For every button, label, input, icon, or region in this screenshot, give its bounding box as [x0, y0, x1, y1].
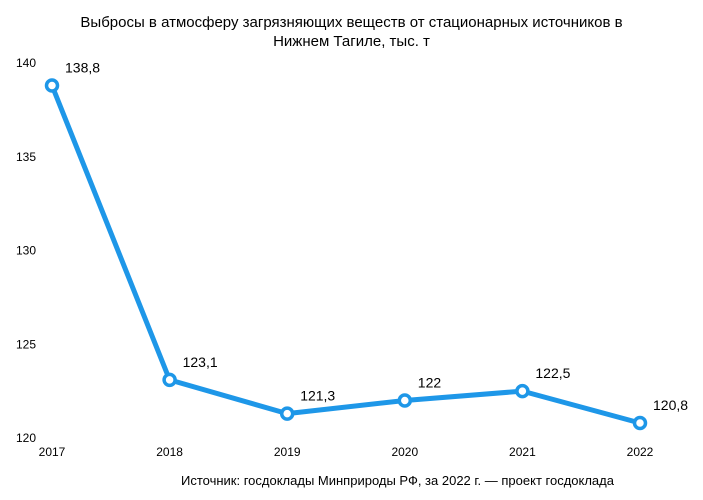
data-labels: 138,8 123,1 121,3 122 122,5 120,8 [65, 60, 688, 414]
x-tick-label: 2018 [156, 445, 183, 459]
x-tick-label: 2019 [274, 445, 301, 459]
x-tick-label: 2020 [391, 445, 418, 459]
y-tick-label: 120 [16, 431, 36, 445]
y-tick-label: 125 [16, 337, 36, 351]
chart-title: Выбросы в атмосферу загрязняющих веществ… [0, 13, 703, 51]
data-label: 123,1 [183, 354, 218, 370]
data-point-marker [162, 372, 177, 388]
data-point-marker [279, 406, 295, 421]
y-axis-ticks: 120 125 130 135 140 [16, 56, 36, 445]
data-point-marker [632, 415, 648, 431]
data-point-marker [515, 383, 530, 399]
data-label: 121,3 [300, 388, 335, 404]
source-note: Источник: госдоклады Минприроды РФ, за 2… [181, 473, 614, 488]
x-tick-label: 2021 [509, 445, 536, 459]
data-label: 122,5 [535, 365, 570, 381]
data-point-marker [44, 78, 60, 93]
data-label: 120,8 [653, 397, 688, 413]
y-tick-label: 130 [16, 244, 36, 258]
x-axis-ticks: 2017 2018 2019 2020 2021 2022 [39, 445, 654, 459]
y-tick-label: 135 [16, 150, 36, 164]
data-label: 122 [418, 375, 442, 391]
x-tick-label: 2022 [627, 445, 654, 459]
data-point-marker [397, 393, 413, 408]
series-group [44, 78, 648, 431]
data-label: 138,8 [65, 60, 100, 76]
chart-title-line-2: Нижнем Тагиле, тыс. т [273, 33, 430, 50]
chart-title-line-1: Выбросы в атмосферу загрязняющих веществ… [80, 14, 623, 31]
x-tick-label: 2017 [39, 445, 66, 459]
y-tick-label: 140 [16, 56, 36, 70]
series-line [49, 83, 643, 426]
